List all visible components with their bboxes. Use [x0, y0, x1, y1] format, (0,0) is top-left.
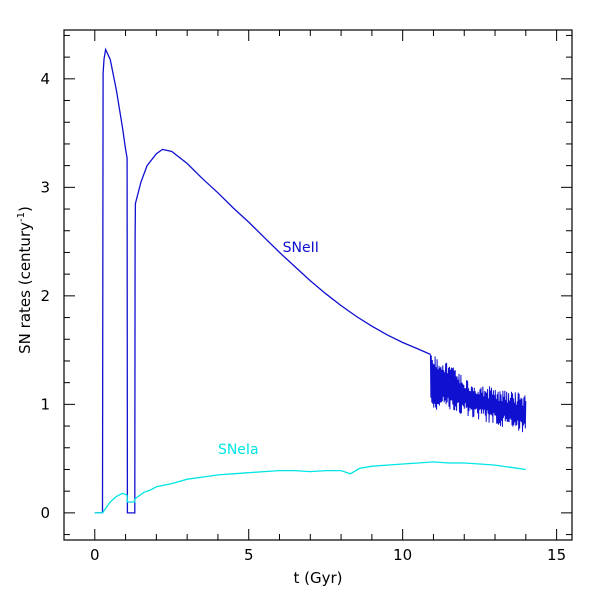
y-tick-label: 0 — [40, 504, 50, 522]
y-tick-label: 2 — [40, 287, 50, 305]
y-axis-label-close: ) — [16, 206, 34, 212]
x-tick-label: 5 — [244, 546, 254, 564]
y-tick-label: 4 — [40, 70, 50, 88]
snell-oscillation — [429, 354, 527, 433]
y-axis-label-main: SN rates (century — [16, 222, 34, 354]
series-annotations: SNeII SNeIa — [218, 240, 319, 458]
x-axis-label: t (Gyr) — [293, 569, 342, 587]
y-tick-labels: 0 1 2 3 4 — [40, 70, 50, 522]
series-layer — [94, 47, 527, 514]
snell-label: SNeII — [283, 240, 319, 256]
x-tick-label: 0 — [90, 546, 100, 564]
y-axis-label-superscript: -1 — [16, 212, 27, 222]
snell-line — [94, 47, 431, 514]
y-axis-label: SN rates (century-1) — [16, 206, 34, 354]
y-tick-label: 3 — [40, 178, 50, 196]
snela-label: SNeIa — [218, 442, 259, 458]
plot-frame — [63, 29, 573, 541]
x-tick-labels: 0 5 10 15 — [90, 546, 566, 564]
x-tick-label: 10 — [393, 546, 412, 564]
x-tick-label: 15 — [547, 546, 566, 564]
y-tick-label: 1 — [40, 395, 50, 413]
snela-line — [94, 461, 526, 514]
axis-ticks — [63, 30, 572, 540]
